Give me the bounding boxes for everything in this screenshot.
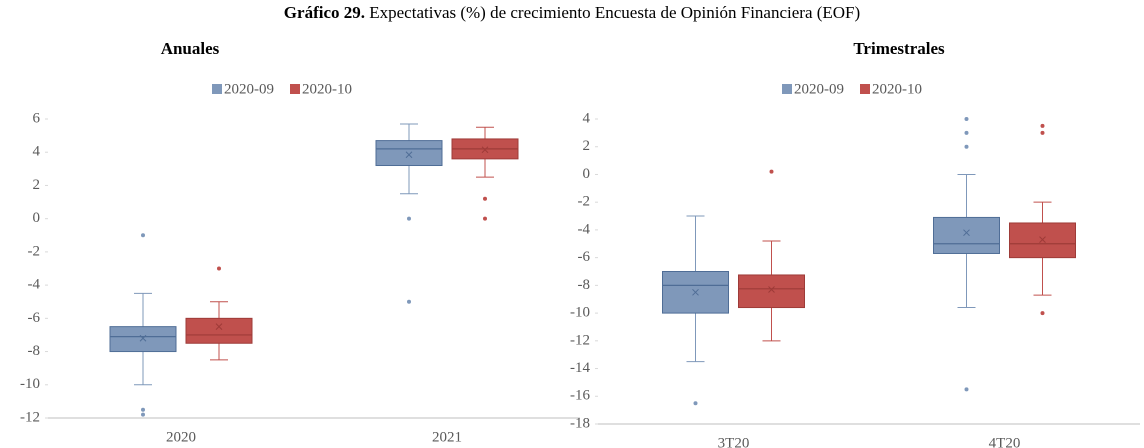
y-tick-label: 2 [583, 138, 591, 154]
figure-title-text: Expectativas (%) de crecimiento Encuesta… [369, 3, 860, 22]
outlier [1040, 311, 1045, 316]
box [738, 274, 805, 309]
chart-title: Anuales [161, 39, 220, 58]
y-tick-label: 4 [583, 110, 591, 126]
x-tick-label: 2020 [166, 429, 196, 445]
mean-marker [139, 334, 147, 342]
outlier [483, 196, 487, 201]
mean-marker [215, 323, 223, 330]
mean-marker [768, 286, 775, 293]
legend-label: 2020-10 [872, 81, 922, 97]
box [375, 140, 443, 167]
y-tick-label: -6 [28, 310, 41, 326]
figure-title: Gráfico 29. Expectativas (%) de crecimie… [284, 3, 860, 22]
y-tick-label: 0 [583, 166, 591, 182]
outlier [693, 401, 698, 406]
y-tick-label: -2 [578, 194, 591, 210]
outlier [217, 266, 221, 271]
outlier [141, 412, 145, 417]
legend-swatch [212, 84, 222, 94]
outlier [964, 117, 969, 121]
x-tick-label: 2021 [432, 429, 462, 445]
y-tick-label: -10 [570, 305, 590, 321]
outlier [964, 144, 969, 149]
y-tick-label: -6 [578, 249, 591, 265]
y-tick-label: -14 [570, 360, 590, 376]
box [933, 216, 1000, 254]
box [109, 326, 177, 353]
legend-swatch [860, 84, 870, 94]
y-tick-label: 2 [33, 177, 41, 193]
x-tick-label: 3T20 [718, 435, 750, 448]
y-tick-label: 6 [33, 110, 41, 126]
chart-title: Trimestrales [853, 39, 945, 58]
y-tick-label: -4 [578, 221, 591, 237]
legend-swatch [290, 84, 300, 94]
y-tick-label: -2 [28, 243, 41, 259]
y-tick-label: -12 [570, 332, 590, 348]
outlier [141, 407, 145, 412]
outlier [407, 299, 411, 304]
mean-marker [405, 151, 413, 159]
y-tick-label: -18 [570, 415, 590, 431]
legend-label: 2020-09 [794, 81, 844, 97]
outlier [964, 130, 969, 135]
outlier [407, 216, 411, 221]
outlier [964, 387, 969, 392]
y-tick-label: -8 [28, 343, 41, 359]
mean-marker [963, 229, 970, 237]
mean-marker [692, 288, 699, 296]
outlier [1040, 130, 1045, 135]
x-tick-label: 4T20 [989, 435, 1021, 448]
y-tick-label: 4 [33, 144, 41, 160]
outlier [1040, 123, 1045, 128]
y-tick-label: -8 [578, 277, 591, 293]
legend-swatch [782, 84, 792, 94]
y-tick-label: -10 [20, 376, 40, 392]
y-tick-label: -12 [20, 409, 40, 425]
outlier [483, 216, 487, 221]
outlier [141, 233, 145, 238]
figure-label: Gráfico 29. [284, 3, 365, 22]
y-tick-label: -16 [570, 388, 590, 404]
y-tick-label: 0 [33, 210, 41, 226]
legend-label: 2020-10 [302, 81, 352, 97]
outlier [769, 169, 774, 174]
y-tick-label: -4 [28, 277, 41, 293]
mean-marker [481, 146, 489, 154]
legend-label: 2020-09 [224, 81, 274, 97]
mean-marker [1039, 236, 1046, 243]
box [185, 317, 253, 344]
